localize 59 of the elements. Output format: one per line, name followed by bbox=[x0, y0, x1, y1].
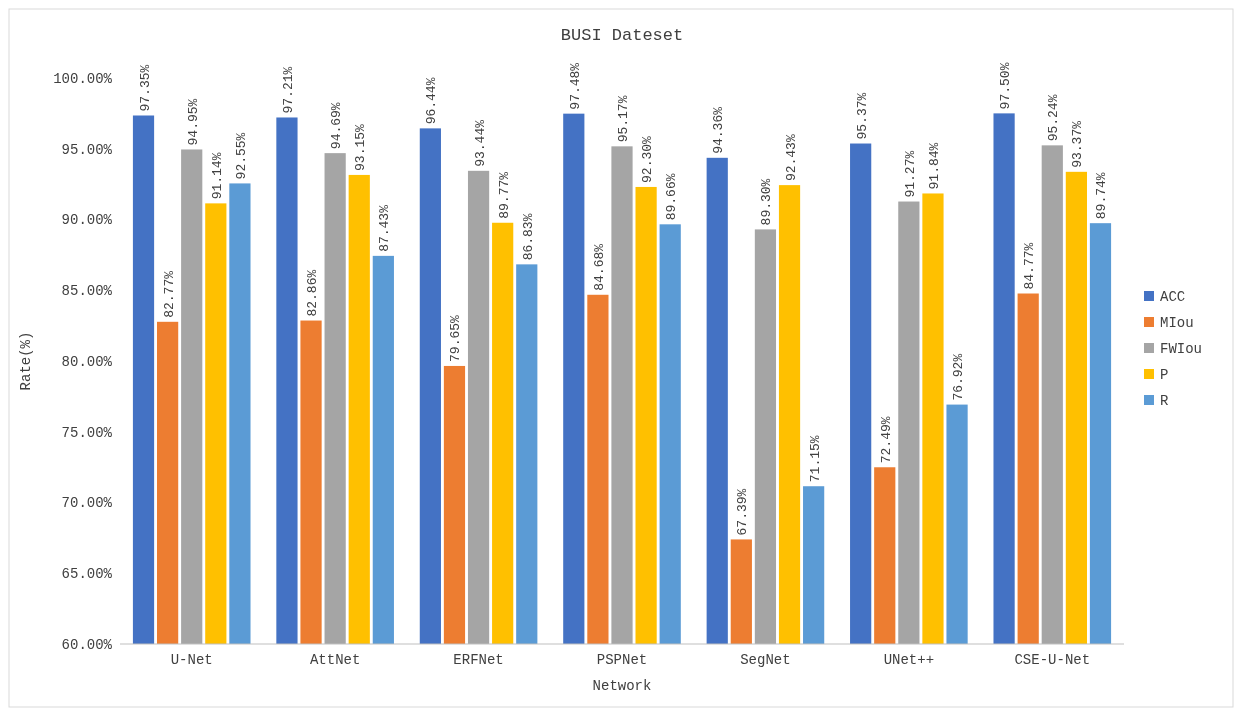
data-label: 89.77% bbox=[496, 171, 512, 219]
chart-title: BUSI Dateset bbox=[560, 26, 684, 45]
data-label: 76.92% bbox=[951, 353, 967, 401]
data-label: 84.77% bbox=[1022, 242, 1038, 290]
legend-label: P bbox=[1160, 366, 1169, 383]
y-tick-label: 70.00% bbox=[61, 495, 113, 512]
data-label: 71.15% bbox=[807, 435, 823, 483]
data-label: 96.44% bbox=[424, 77, 440, 125]
y-tick-label: 100.00% bbox=[53, 70, 113, 87]
x-tick-label: ERFNet bbox=[453, 652, 504, 668]
data-label: 93.15% bbox=[353, 123, 369, 171]
data-label: 91.84% bbox=[926, 142, 942, 190]
x-tick-label: UNet++ bbox=[883, 652, 935, 668]
data-label: 97.48% bbox=[567, 62, 583, 110]
legend-label: MIou bbox=[1160, 314, 1194, 331]
legend-label: ACC bbox=[1160, 288, 1186, 305]
data-label: 82.86% bbox=[305, 269, 321, 317]
data-label: 97.50% bbox=[998, 62, 1014, 110]
y-tick-label: 60.00% bbox=[61, 636, 113, 653]
data-label: 95.17% bbox=[616, 95, 631, 143]
data-label: 93.37% bbox=[1070, 120, 1086, 168]
data-label: 97.35% bbox=[137, 64, 153, 112]
data-label: 94.69% bbox=[329, 102, 345, 150]
y-tick-label: 85.00% bbox=[61, 283, 113, 300]
data-label: 97.21% bbox=[280, 66, 296, 114]
y-tick-label: 90.00% bbox=[61, 212, 113, 229]
data-label: 72.49% bbox=[878, 416, 894, 464]
data-label: 67.39% bbox=[735, 488, 751, 536]
data-label: 91.14% bbox=[209, 152, 225, 200]
y-tick-label: 95.00% bbox=[61, 141, 113, 158]
x-tick-label: U-Net bbox=[170, 652, 213, 668]
legend-label: FWIou bbox=[1160, 340, 1203, 357]
data-label: 91.27% bbox=[902, 150, 918, 198]
y-tick-label: 75.00% bbox=[61, 424, 113, 441]
data-label: 92.30% bbox=[640, 135, 656, 183]
data-label: 82.77% bbox=[161, 270, 177, 318]
y-tick-label: 80.00% bbox=[61, 353, 113, 370]
x-tick-label: CSE-U-Net bbox=[1014, 652, 1091, 668]
data-label: 84.68% bbox=[591, 243, 607, 291]
data-label: 86.83% bbox=[520, 213, 536, 261]
x-tick-label: SegNet bbox=[740, 652, 791, 668]
data-label: 79.65% bbox=[448, 314, 464, 362]
x-tick-label: AttNet bbox=[309, 652, 361, 668]
data-label: 87.43% bbox=[377, 204, 393, 252]
data-label: 93.44% bbox=[472, 119, 488, 167]
data-label: 92.43% bbox=[783, 134, 799, 182]
data-label: 95.37% bbox=[854, 92, 870, 140]
y-axis-title: Rate(%) bbox=[18, 331, 34, 391]
legend-label: R bbox=[1160, 392, 1169, 409]
data-label: 94.95% bbox=[185, 98, 201, 146]
y-tick-label: 65.00% bbox=[61, 566, 113, 583]
data-label: 92.55% bbox=[233, 132, 249, 180]
x-tick-label: PSPNet bbox=[596, 652, 648, 668]
data-label: 89.66% bbox=[664, 173, 680, 221]
data-label: 95.24% bbox=[1046, 94, 1062, 142]
data-label: 89.30% bbox=[759, 178, 775, 226]
x-axis-title: Network bbox=[592, 678, 652, 694]
data-label: 94.36% bbox=[711, 106, 727, 154]
data-label: 89.74% bbox=[1094, 172, 1110, 220]
